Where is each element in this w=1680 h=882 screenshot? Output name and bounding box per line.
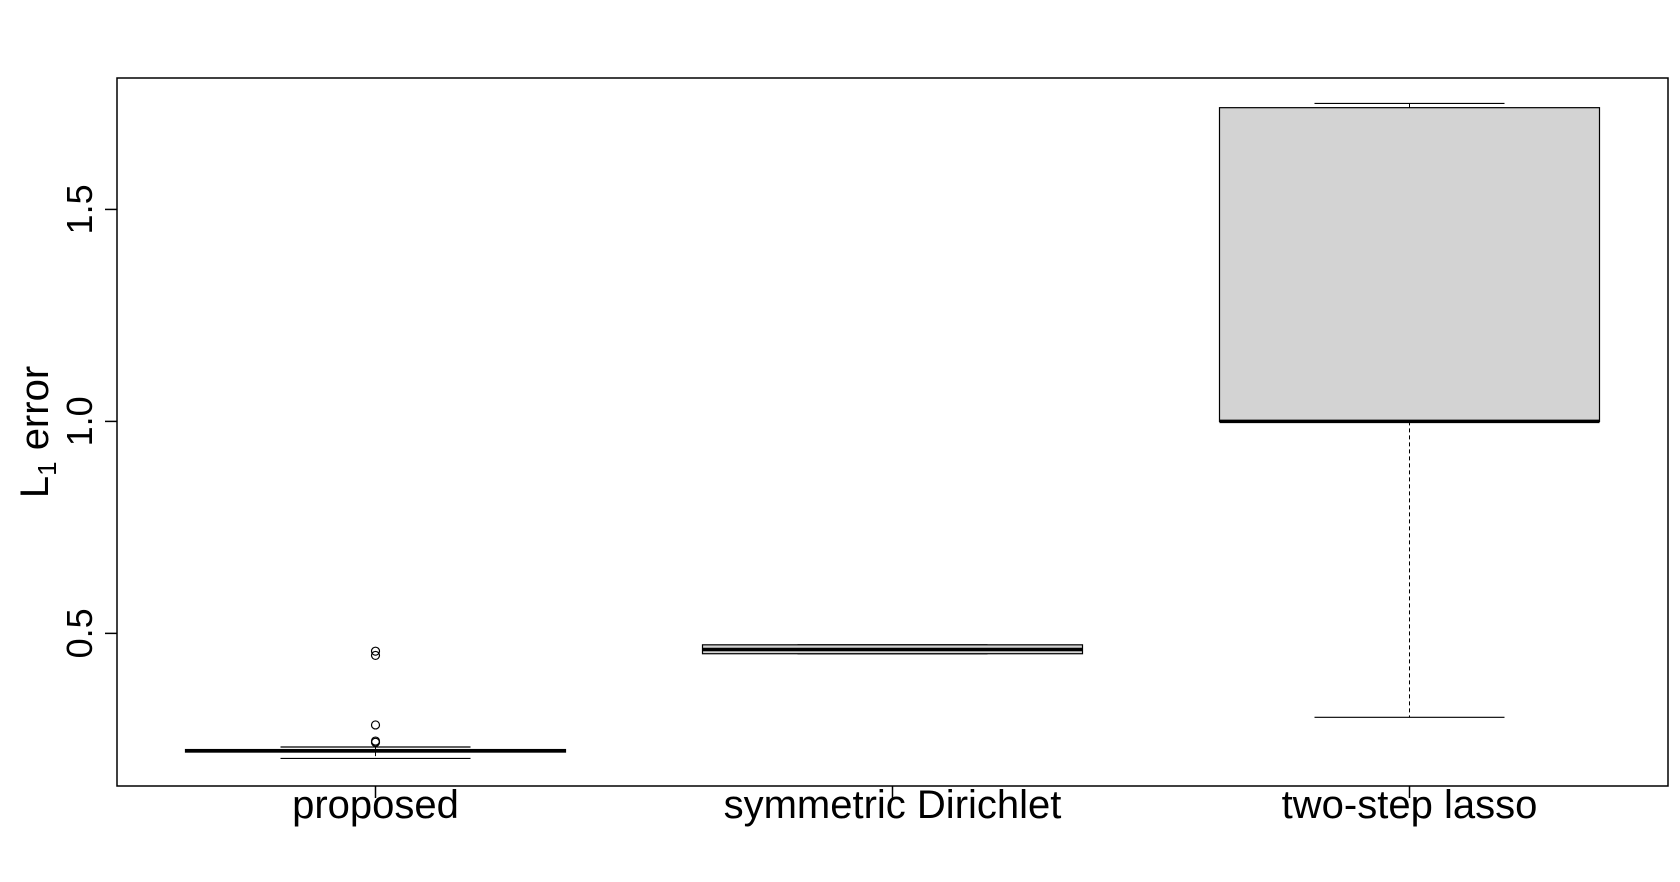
y-tick-label: 0.5: [59, 608, 100, 658]
y-tick-label: 1.5: [59, 184, 100, 234]
y-axis-title-main: L: [13, 476, 57, 498]
boxes-layer: [184, 102, 1601, 760]
box-proposed: [184, 646, 567, 760]
y-axis: 0.5 1.0 1.5: [59, 184, 117, 658]
box-symmetric-dirichlet: [701, 644, 1084, 655]
x-tick-label: symmetric Dirichlet: [724, 783, 1062, 827]
box-two-step-lasso: [1218, 102, 1601, 718]
x-tick-label: two-step lasso: [1282, 783, 1538, 827]
outlier-point: [370, 646, 381, 656]
x-axis: proposed symmetric Dirichlet two-step lass…: [292, 783, 1537, 827]
outlier-point: [370, 720, 381, 730]
outlier-point: [370, 650, 381, 661]
y-axis-title: L1 error: [13, 366, 62, 498]
y-axis-title-suffix: error: [13, 366, 57, 462]
box-iqr: [1218, 107, 1601, 423]
outlier-point: [370, 736, 381, 746]
x-tick-label: proposed: [292, 783, 459, 827]
y-axis-title-subscript: 1: [32, 461, 62, 475]
y-tick-label: 1.0: [59, 396, 100, 446]
